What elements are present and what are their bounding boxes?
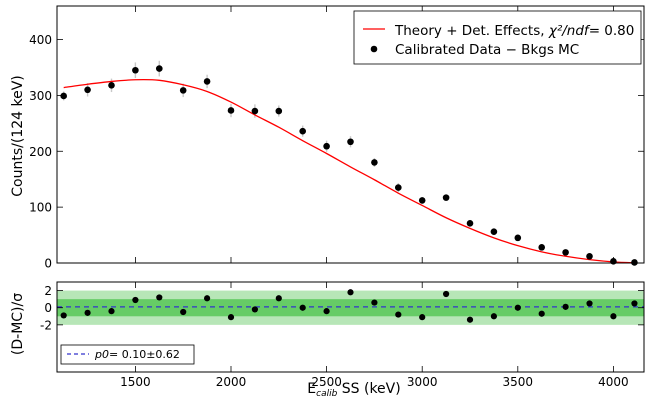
residual-point: [132, 296, 139, 304]
residual-legend-p0: p0: [94, 348, 109, 361]
one-sigma-band: [57, 299, 644, 317]
residual-point: [299, 304, 306, 311]
residual-legend-label: p0= 0.10±0.62: [94, 348, 180, 361]
main-ticks: 0 100 200 300 400: [29, 6, 644, 271]
legend-box: [353, 10, 642, 65]
x-tick-label: 2000: [216, 375, 247, 389]
x-axis-label-sub: calib: [316, 389, 337, 399]
residual-point: [180, 308, 187, 316]
data-point: [490, 228, 498, 236]
residual-point: [538, 310, 545, 317]
residual-y-axis-label: (D-MC)/σ: [10, 293, 26, 355]
x-tick-label: 3500: [503, 375, 534, 389]
data-point: [538, 244, 546, 251]
legend-theory-label: Theory + Det. Effects, χ²/ndf= 0.80: [394, 23, 634, 39]
x-tick-label: 2500: [311, 375, 342, 389]
residual-point: [466, 316, 474, 323]
y-tick-label: 100: [29, 201, 52, 215]
residual-point: [227, 314, 235, 321]
data-point: [442, 194, 450, 201]
residual-point: [275, 295, 282, 302]
data-point: [203, 78, 211, 85]
residual-plot-frame: [56, 281, 645, 373]
data-point: [466, 220, 474, 227]
main-legend: Theory + Det. Effects, χ²/ndf= 0.80 Cali…: [353, 10, 642, 65]
main-plot-frame: [56, 5, 645, 264]
legend-data-swatch: [370, 45, 378, 53]
data-point: [323, 142, 330, 150]
residual-point: [443, 290, 450, 298]
residual-point: [156, 294, 163, 301]
legend-data-label: Calibrated Data − Bkgs MC: [395, 42, 579, 58]
residual-point: [419, 314, 426, 321]
data-point: [155, 65, 163, 72]
residual-point: [60, 312, 67, 319]
residual-point: [108, 308, 115, 315]
x-tick-label: 3000: [407, 375, 438, 389]
residual-point: [610, 313, 617, 320]
y-tick-label: 200: [29, 145, 52, 159]
data-point: [60, 92, 67, 100]
legend-theory-text: Theory + Det. Effects,: [394, 23, 549, 39]
data-point: [631, 259, 638, 266]
residual-point: [395, 311, 402, 318]
data-point: [299, 127, 306, 135]
data-point: [132, 66, 139, 74]
residual-point: [490, 313, 498, 320]
data-point: [610, 258, 617, 265]
x-axis-label-rest: SS (keV): [337, 381, 400, 397]
data-point: [251, 107, 259, 115]
data-point: [227, 107, 235, 114]
residual-point: [586, 300, 593, 307]
residual-legend: p0= 0.10±0.62: [60, 344, 195, 365]
data-point: [179, 87, 187, 94]
x-tick-label: 4000: [598, 375, 629, 389]
main-plot-panel: 0 100 200 300 400: [29, 5, 645, 271]
data-point: [562, 249, 569, 256]
legend-chi2ndf: χ²/ndf: [548, 23, 591, 39]
x-tick-label: 1500: [120, 375, 151, 389]
residual-y-tick-label: 0: [44, 301, 52, 315]
residual-point: [84, 309, 91, 316]
residual-y-tick-label: -2: [40, 318, 52, 332]
residual-legend-box: [60, 344, 195, 365]
legend-chi2-value: = 0.80: [589, 23, 635, 39]
theory-curve: [63, 78, 638, 264]
data-point: [108, 82, 115, 89]
residual-point: [347, 289, 354, 296]
residual-legend-value: = 0.10±0.62: [109, 348, 180, 361]
data-point: [418, 197, 426, 204]
y-tick-label: 0: [44, 257, 52, 271]
data-point: [395, 184, 402, 191]
residual-point: [323, 308, 330, 315]
residual-point: [203, 295, 211, 302]
data-point: [84, 86, 91, 94]
data-point: [586, 252, 593, 260]
residual-point: [371, 299, 378, 306]
residual-y-tick-label: 2: [44, 284, 52, 298]
y-tick-label: 300: [29, 89, 52, 103]
data-point: [371, 159, 378, 166]
main-y-axis-label: Counts/(124 keV): [10, 75, 26, 196]
data-point: [347, 138, 354, 146]
x-axis-label: Ecalib SS (keV): [307, 381, 400, 399]
y-tick-label: 400: [29, 33, 52, 47]
data-point: [275, 107, 283, 115]
residual-ticks: -2 0 2 1500 2000 2500 3000 3500 4000: [40, 282, 644, 389]
data-point: [514, 234, 522, 242]
residual-point: [562, 303, 569, 310]
residual-point: [251, 306, 258, 313]
residual-point: [631, 300, 638, 307]
residual-plot-panel: -2 0 2 1500 2000 2500 3000 3500 4000: [40, 281, 645, 389]
residual-data-points: [60, 289, 638, 323]
residual-point: [514, 304, 521, 311]
main-error-bars: [62, 60, 636, 264]
x-axis-label-main: E: [307, 381, 316, 397]
